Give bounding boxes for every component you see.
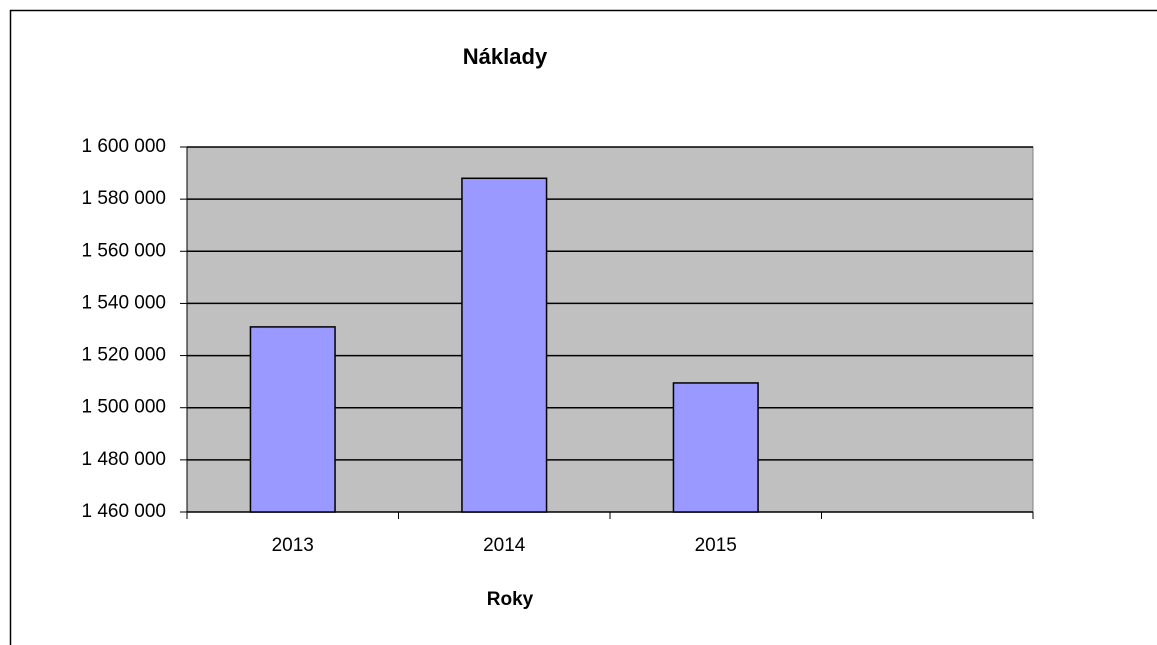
x-tick-label: 2013 xyxy=(272,535,314,556)
y-tick-label: 1 520 000 xyxy=(81,345,166,366)
x-tick-label: 2014 xyxy=(483,535,526,556)
plot-layer xyxy=(187,146,1033,513)
bar xyxy=(672,382,759,513)
x-axis-title: Roky xyxy=(487,589,534,610)
y-tick-label: 1 560 000 xyxy=(81,240,166,261)
y-tick-label: 1 500 000 xyxy=(81,397,166,418)
y-tick-label: 1 460 000 xyxy=(81,501,166,522)
bar xyxy=(249,326,336,513)
y-tick-label: 1 600 000 xyxy=(81,136,166,157)
y-tick-label: 1 540 000 xyxy=(81,292,166,313)
x-tick-label: 2015 xyxy=(695,535,737,556)
chart-title: Náklady xyxy=(463,44,548,69)
y-tick-label: 1 480 000 xyxy=(81,449,166,470)
bar xyxy=(461,177,548,513)
y-tick-label: 1 580 000 xyxy=(81,188,166,209)
